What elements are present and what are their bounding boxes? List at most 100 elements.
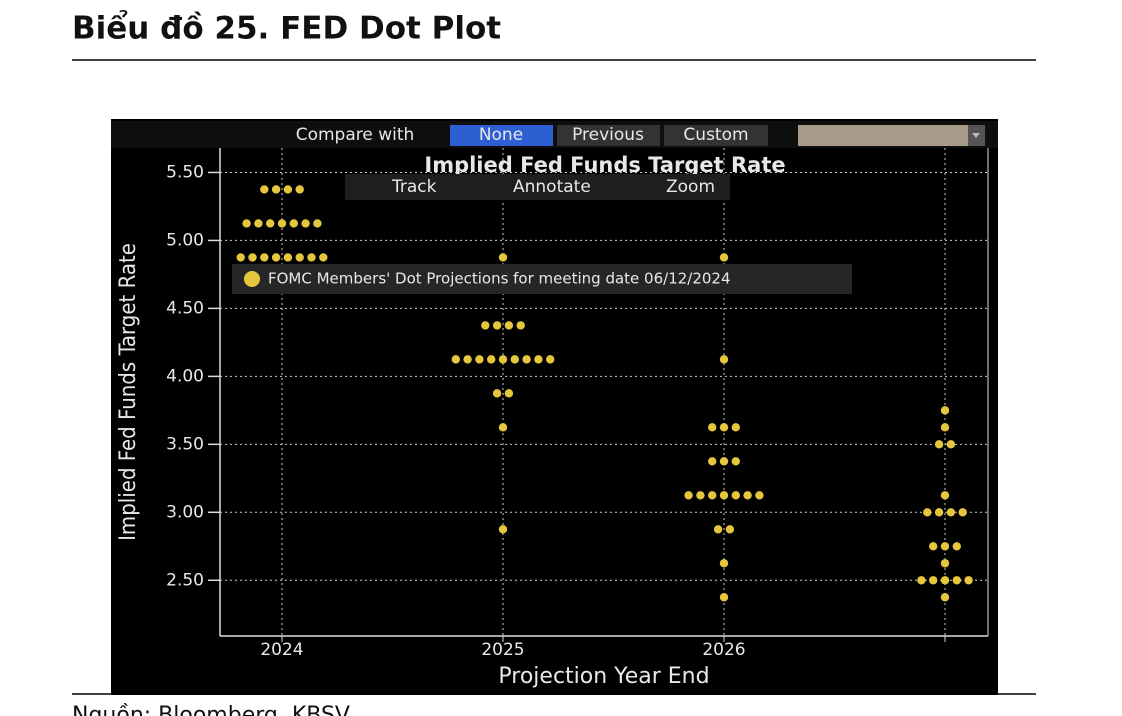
x-axis-title: Projection Year End — [498, 664, 709, 689]
dot — [684, 491, 693, 500]
dot — [731, 423, 740, 432]
dot — [731, 491, 740, 500]
tool[interactable]: Track — [391, 177, 437, 197]
dot — [719, 559, 729, 568]
button-label[interactable]: Previous — [572, 125, 644, 145]
dot — [271, 185, 281, 194]
dot — [940, 542, 950, 551]
dot — [708, 491, 717, 500]
x-tick-label: 2026 — [702, 640, 745, 660]
dot — [236, 253, 245, 262]
dot — [719, 491, 729, 500]
y-tick-label: 4.00 — [166, 366, 204, 386]
dot — [260, 253, 269, 262]
dot — [934, 508, 944, 517]
dot — [463, 355, 472, 364]
dot — [755, 491, 764, 500]
dot — [295, 185, 304, 194]
y-tick-label: 2.50 — [166, 570, 204, 590]
dot — [946, 440, 956, 449]
plot — [208, 148, 988, 642]
dot — [719, 593, 729, 602]
tool[interactable]: Annotate — [513, 177, 591, 197]
x-tick-label: 2025 — [481, 640, 524, 660]
dot — [510, 355, 519, 364]
tool[interactable]: Zoom — [666, 177, 715, 197]
dropdown[interactable] — [798, 125, 968, 146]
dot — [940, 576, 950, 585]
y-tick-label: 3.00 — [166, 502, 204, 522]
dot — [719, 253, 729, 262]
dot — [475, 355, 484, 364]
legend-box — [232, 264, 852, 294]
dot — [271, 253, 281, 262]
dot — [313, 219, 322, 228]
button-label[interactable]: None — [479, 125, 523, 145]
dot — [952, 576, 961, 585]
dot — [283, 253, 293, 262]
tool-overlay — [345, 174, 730, 200]
dot — [319, 253, 328, 262]
dot — [731, 457, 740, 466]
button[interactable] — [664, 125, 768, 146]
dot — [719, 355, 729, 364]
dot — [492, 389, 502, 398]
legend-marker — [244, 271, 260, 287]
dot — [725, 525, 735, 534]
dot — [498, 525, 508, 534]
x-tick-label: 2024 — [260, 640, 303, 660]
dot — [248, 253, 257, 262]
source: Nguồn: Bloomberg, KBSV — [72, 703, 350, 716]
dot — [289, 219, 298, 228]
dot — [266, 219, 275, 228]
dot — [940, 423, 950, 432]
dot — [696, 491, 705, 500]
button-label[interactable]: Custom — [683, 125, 748, 145]
dot — [964, 576, 973, 585]
dot — [958, 508, 967, 517]
y-tick-label: 3.50 — [166, 434, 204, 454]
dot — [719, 423, 729, 432]
dot — [295, 253, 304, 262]
dot — [719, 457, 729, 466]
dot — [917, 576, 926, 585]
dot — [516, 321, 525, 330]
button[interactable] — [450, 125, 553, 146]
legend-label: FOMC Members' Dot Projections for meetin… — [268, 270, 731, 288]
dot — [743, 491, 752, 500]
chart-title: Implied Fed Funds Target Rate — [424, 153, 785, 177]
dot — [254, 219, 263, 228]
dot — [283, 185, 293, 194]
dot — [307, 253, 316, 262]
dot — [481, 321, 490, 330]
y-axis-title: Implied Fed Funds Target Rate — [116, 243, 141, 541]
chart-panel — [111, 119, 998, 695]
dot — [708, 423, 717, 432]
dot — [940, 491, 950, 500]
y-tick-label: 4.50 — [166, 298, 204, 318]
dot — [277, 219, 287, 228]
dot — [940, 559, 950, 568]
dot — [301, 219, 310, 228]
dot — [934, 440, 944, 449]
dot — [929, 542, 938, 551]
dot — [929, 576, 938, 585]
dot — [952, 542, 961, 551]
dot — [260, 185, 269, 194]
y-tick-label: 5.00 — [166, 230, 204, 250]
y-tick-label: 5.50 — [166, 162, 204, 182]
dot — [487, 355, 496, 364]
dot — [546, 355, 555, 364]
dot — [923, 508, 932, 517]
dot — [534, 355, 543, 364]
button[interactable] — [557, 125, 660, 146]
dot — [498, 355, 508, 364]
dot — [504, 389, 514, 398]
dot — [946, 508, 956, 517]
dot — [451, 355, 460, 364]
dot — [940, 593, 950, 602]
dot — [498, 253, 508, 262]
dot — [522, 355, 531, 364]
